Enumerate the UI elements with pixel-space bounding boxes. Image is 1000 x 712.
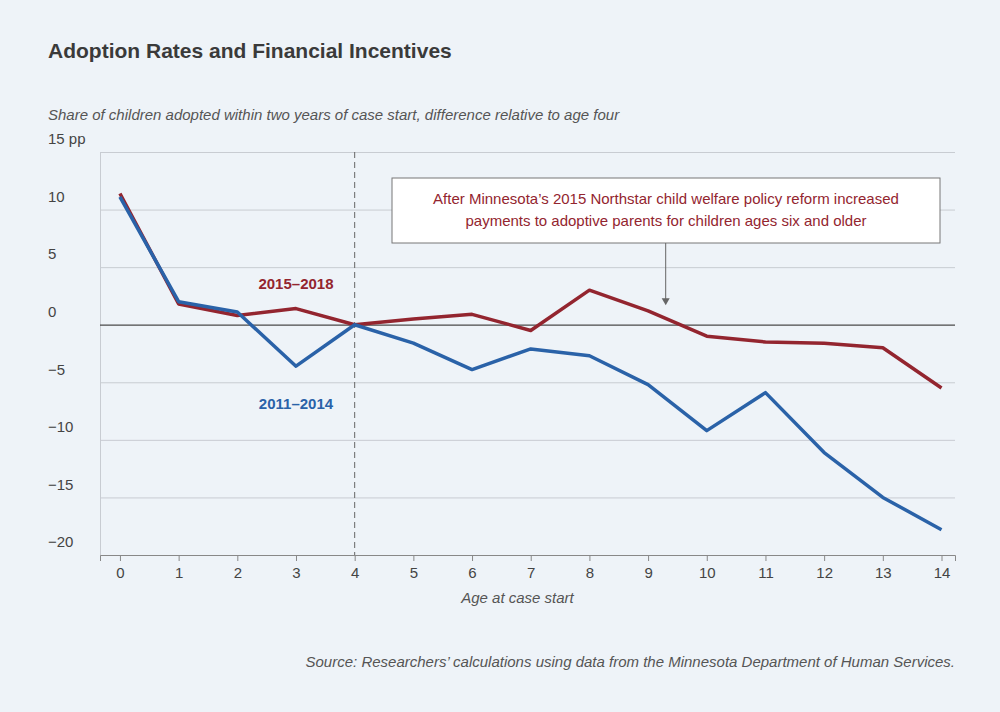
x-tick-label: 3 [292,564,300,581]
y-tick: 15 pp [48,130,955,152]
x-tick: 3 [292,555,300,581]
x-tick-mark [707,555,708,561]
x-tick-mark [120,555,121,561]
x-tick-label: 7 [527,564,535,581]
x-tick-mark [237,555,238,561]
x-axis: 01234567891011121314 [101,555,956,581]
annotation-text: After Minnesota’s 2015 Northstar child w… [433,190,899,207]
x-tick: 2 [234,555,242,581]
y-tick-label: 0 [48,303,56,320]
series-line [120,193,942,388]
series-line [120,197,942,530]
y-tick-label: −5 [48,361,65,378]
y-axis: 15 pp 10 5 0 −5 −10 −15 −20 [48,130,955,555]
x-tick-mark [413,555,414,561]
x-tick-label: 14 [934,564,951,581]
y-tick-label: −10 [48,418,73,435]
x-tick: 5 [410,555,418,581]
subtitle: Share of children adopted within two yea… [48,106,620,123]
annotation-arrowhead [662,298,670,305]
x-tick-mark [589,555,590,561]
annotation-arrow [665,243,666,299]
background [0,0,1000,712]
x-tick-mark [179,555,180,561]
x-tick-label: 13 [875,564,892,581]
x-tick-label: 9 [644,564,652,581]
x-tick: 6 [468,555,476,581]
x-tick-label: 8 [586,564,594,581]
x-tick-label: 0 [116,564,124,581]
x-tick: 4 [351,555,359,581]
x-tick-label: 5 [410,564,418,581]
y-tick: 10 [48,188,955,210]
y-tick: −20 [48,533,955,555]
grid-line [100,267,955,268]
y-tick: −10 [48,418,955,440]
x-tick-mark [296,555,297,561]
grid-line [100,382,955,383]
y-tick-label: 10 [48,188,65,205]
x-tick-label: 10 [699,564,716,581]
x-tick: 13 [875,555,892,581]
x-tick-mark [883,555,884,561]
series-label: 2015–2018 [258,275,333,292]
x-tick: 11 [758,555,774,581]
x-tick: 12 [816,555,833,581]
x-tick-label: 1 [175,564,183,581]
x-tick: 8 [586,555,594,581]
x-tick-label: 12 [816,564,833,581]
x-tick-label: 4 [351,564,359,581]
x-tick: 10 [699,555,716,581]
x-tick-mark [355,555,356,561]
grid-line [100,440,955,441]
x-tick-mark [472,555,473,561]
x-tick: 9 [644,555,652,581]
x-axis-title: Age at case start [460,589,574,606]
x-tick-mark [765,555,766,561]
plot-area [120,152,942,555]
zero-line [100,325,955,326]
x-tick-mark [648,555,649,561]
x-tick-label: 11 [758,564,774,581]
y-tick-label: −20 [48,533,73,550]
grid-line [100,497,955,498]
x-tick-mark [942,555,943,561]
x-tick-mark [824,555,825,561]
y-tick-label: −15 [48,476,73,493]
annotation-box [392,178,940,243]
y-tick: 5 [48,245,955,267]
x-tick: 1 [175,555,183,581]
y-tick-label: 5 [48,245,56,262]
annotation-text: payments to adoptive parents for childre… [465,212,866,229]
y-tick: −5 [48,361,955,383]
x-tick-label: 2 [234,564,242,581]
reference-line [354,152,355,555]
chart: Adoption Rates and Financial Incentives S… [0,0,1000,712]
title: Adoption Rates and Financial Incentives [48,39,452,62]
y-axis-line [101,153,956,556]
x-tick-mark [531,555,532,561]
x-tick: 14 [934,555,951,581]
x-tick: 7 [527,555,535,581]
source: Source: Researchers’ calculations using … [306,653,955,670]
series-label: 2011–2014 [259,395,334,412]
x-axis-line [101,556,956,562]
y-tick-label: 15 pp [48,130,86,147]
grid-line [100,152,955,153]
x-tick-label: 6 [468,564,476,581]
x-tick: 0 [116,555,124,581]
y-tick: −15 [48,476,955,498]
